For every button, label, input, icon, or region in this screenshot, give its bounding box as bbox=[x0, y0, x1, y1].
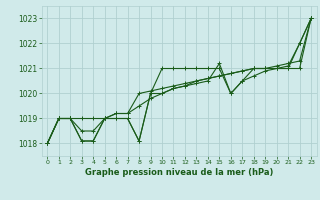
X-axis label: Graphe pression niveau de la mer (hPa): Graphe pression niveau de la mer (hPa) bbox=[85, 168, 273, 177]
